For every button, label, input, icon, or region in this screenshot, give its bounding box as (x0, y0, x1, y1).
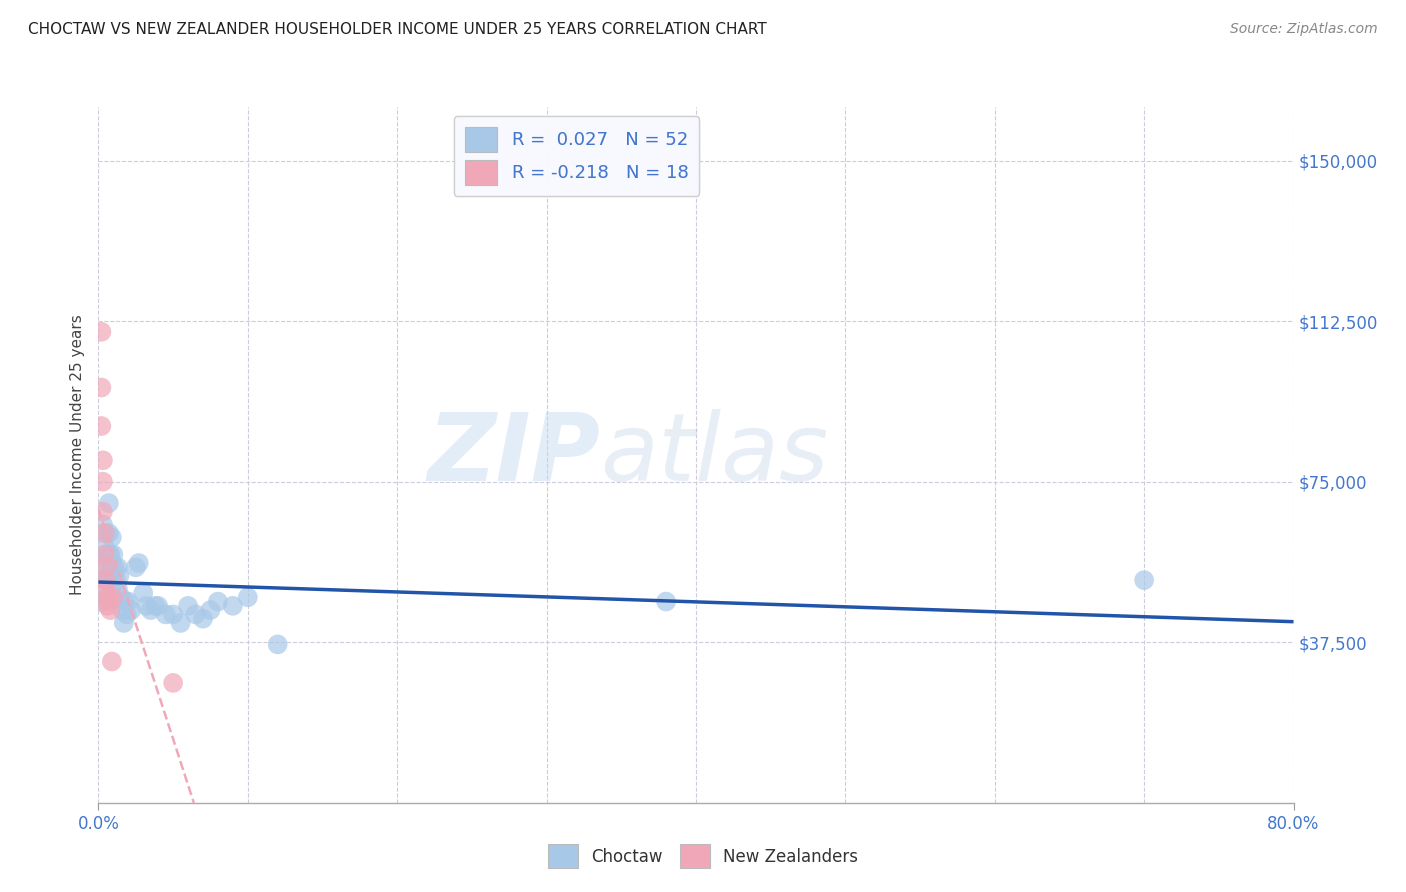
Point (107, 582, 129, 596)
Point (97, 496, 120, 510)
Point (125, 560, 148, 574)
Point (94, 573, 117, 587)
Point (207, 594, 229, 608)
Point (94, 526, 117, 541)
Point (94, 591, 117, 605)
Point (97, 526, 120, 541)
Point (93, 526, 115, 541)
Point (100, 603, 122, 617)
Point (117, 594, 139, 608)
Point (101, 556, 124, 570)
Point (96, 548, 118, 562)
Point (90, 380, 112, 394)
Point (93, 539, 115, 553)
Point (222, 599, 245, 613)
Point (90, 594, 112, 608)
Point (115, 607, 138, 622)
Point (90, 325, 112, 339)
Point (128, 556, 150, 570)
Point (96, 591, 118, 605)
Point (111, 603, 134, 617)
Point (162, 676, 184, 690)
Point (148, 599, 170, 613)
Point (139, 603, 162, 617)
Point (94, 582, 117, 596)
Point (94, 573, 117, 587)
Point (132, 586, 155, 600)
Point (200, 603, 222, 617)
Point (103, 548, 125, 562)
Point (1133, 573, 1156, 587)
Text: ZIP: ZIP (427, 409, 600, 501)
Point (169, 615, 191, 630)
Point (143, 599, 166, 613)
Point (177, 599, 200, 613)
Point (100, 565, 122, 579)
Point (107, 560, 129, 574)
Point (108, 569, 131, 583)
Text: atlas: atlas (600, 409, 828, 500)
Point (97, 594, 120, 608)
Point (104, 560, 127, 574)
Legend: Choctaw, New Zealanders: Choctaw, New Zealanders (541, 838, 865, 875)
Point (90, 419, 112, 434)
Point (184, 607, 207, 622)
Point (236, 591, 259, 605)
Point (267, 637, 290, 651)
Point (101, 655, 124, 669)
Point (105, 573, 128, 587)
Point (655, 594, 678, 608)
Text: Source: ZipAtlas.com: Source: ZipAtlas.com (1230, 22, 1378, 37)
Legend: R =  0.027   N = 52, R = -0.218   N = 18: R = 0.027 N = 52, R = -0.218 N = 18 (454, 116, 699, 196)
Point (94, 551, 117, 566)
Text: CHOCTAW VS NEW ZEALANDER HOUSEHOLDER INCOME UNDER 25 YEARS CORRELATION CHART: CHOCTAW VS NEW ZEALANDER HOUSEHOLDER INC… (28, 22, 766, 37)
Point (103, 591, 125, 605)
Y-axis label: Householder Income Under 25 years: Householder Income Under 25 years (69, 315, 84, 595)
Point (93, 548, 115, 562)
Point (103, 569, 125, 583)
Point (93, 573, 115, 587)
Point (91, 517, 114, 532)
Point (91, 475, 114, 489)
Point (162, 607, 184, 622)
Point (114, 594, 136, 608)
Point (96, 569, 118, 583)
Point (100, 548, 122, 562)
Point (135, 599, 157, 613)
Point (101, 530, 124, 544)
Point (91, 505, 114, 519)
Point (91, 453, 114, 467)
Point (94, 560, 117, 574)
Point (97, 548, 120, 562)
Point (112, 615, 135, 630)
Point (110, 591, 132, 605)
Point (96, 599, 118, 613)
Point (155, 607, 177, 622)
Point (91, 560, 114, 574)
Point (120, 603, 142, 617)
Point (191, 612, 214, 626)
